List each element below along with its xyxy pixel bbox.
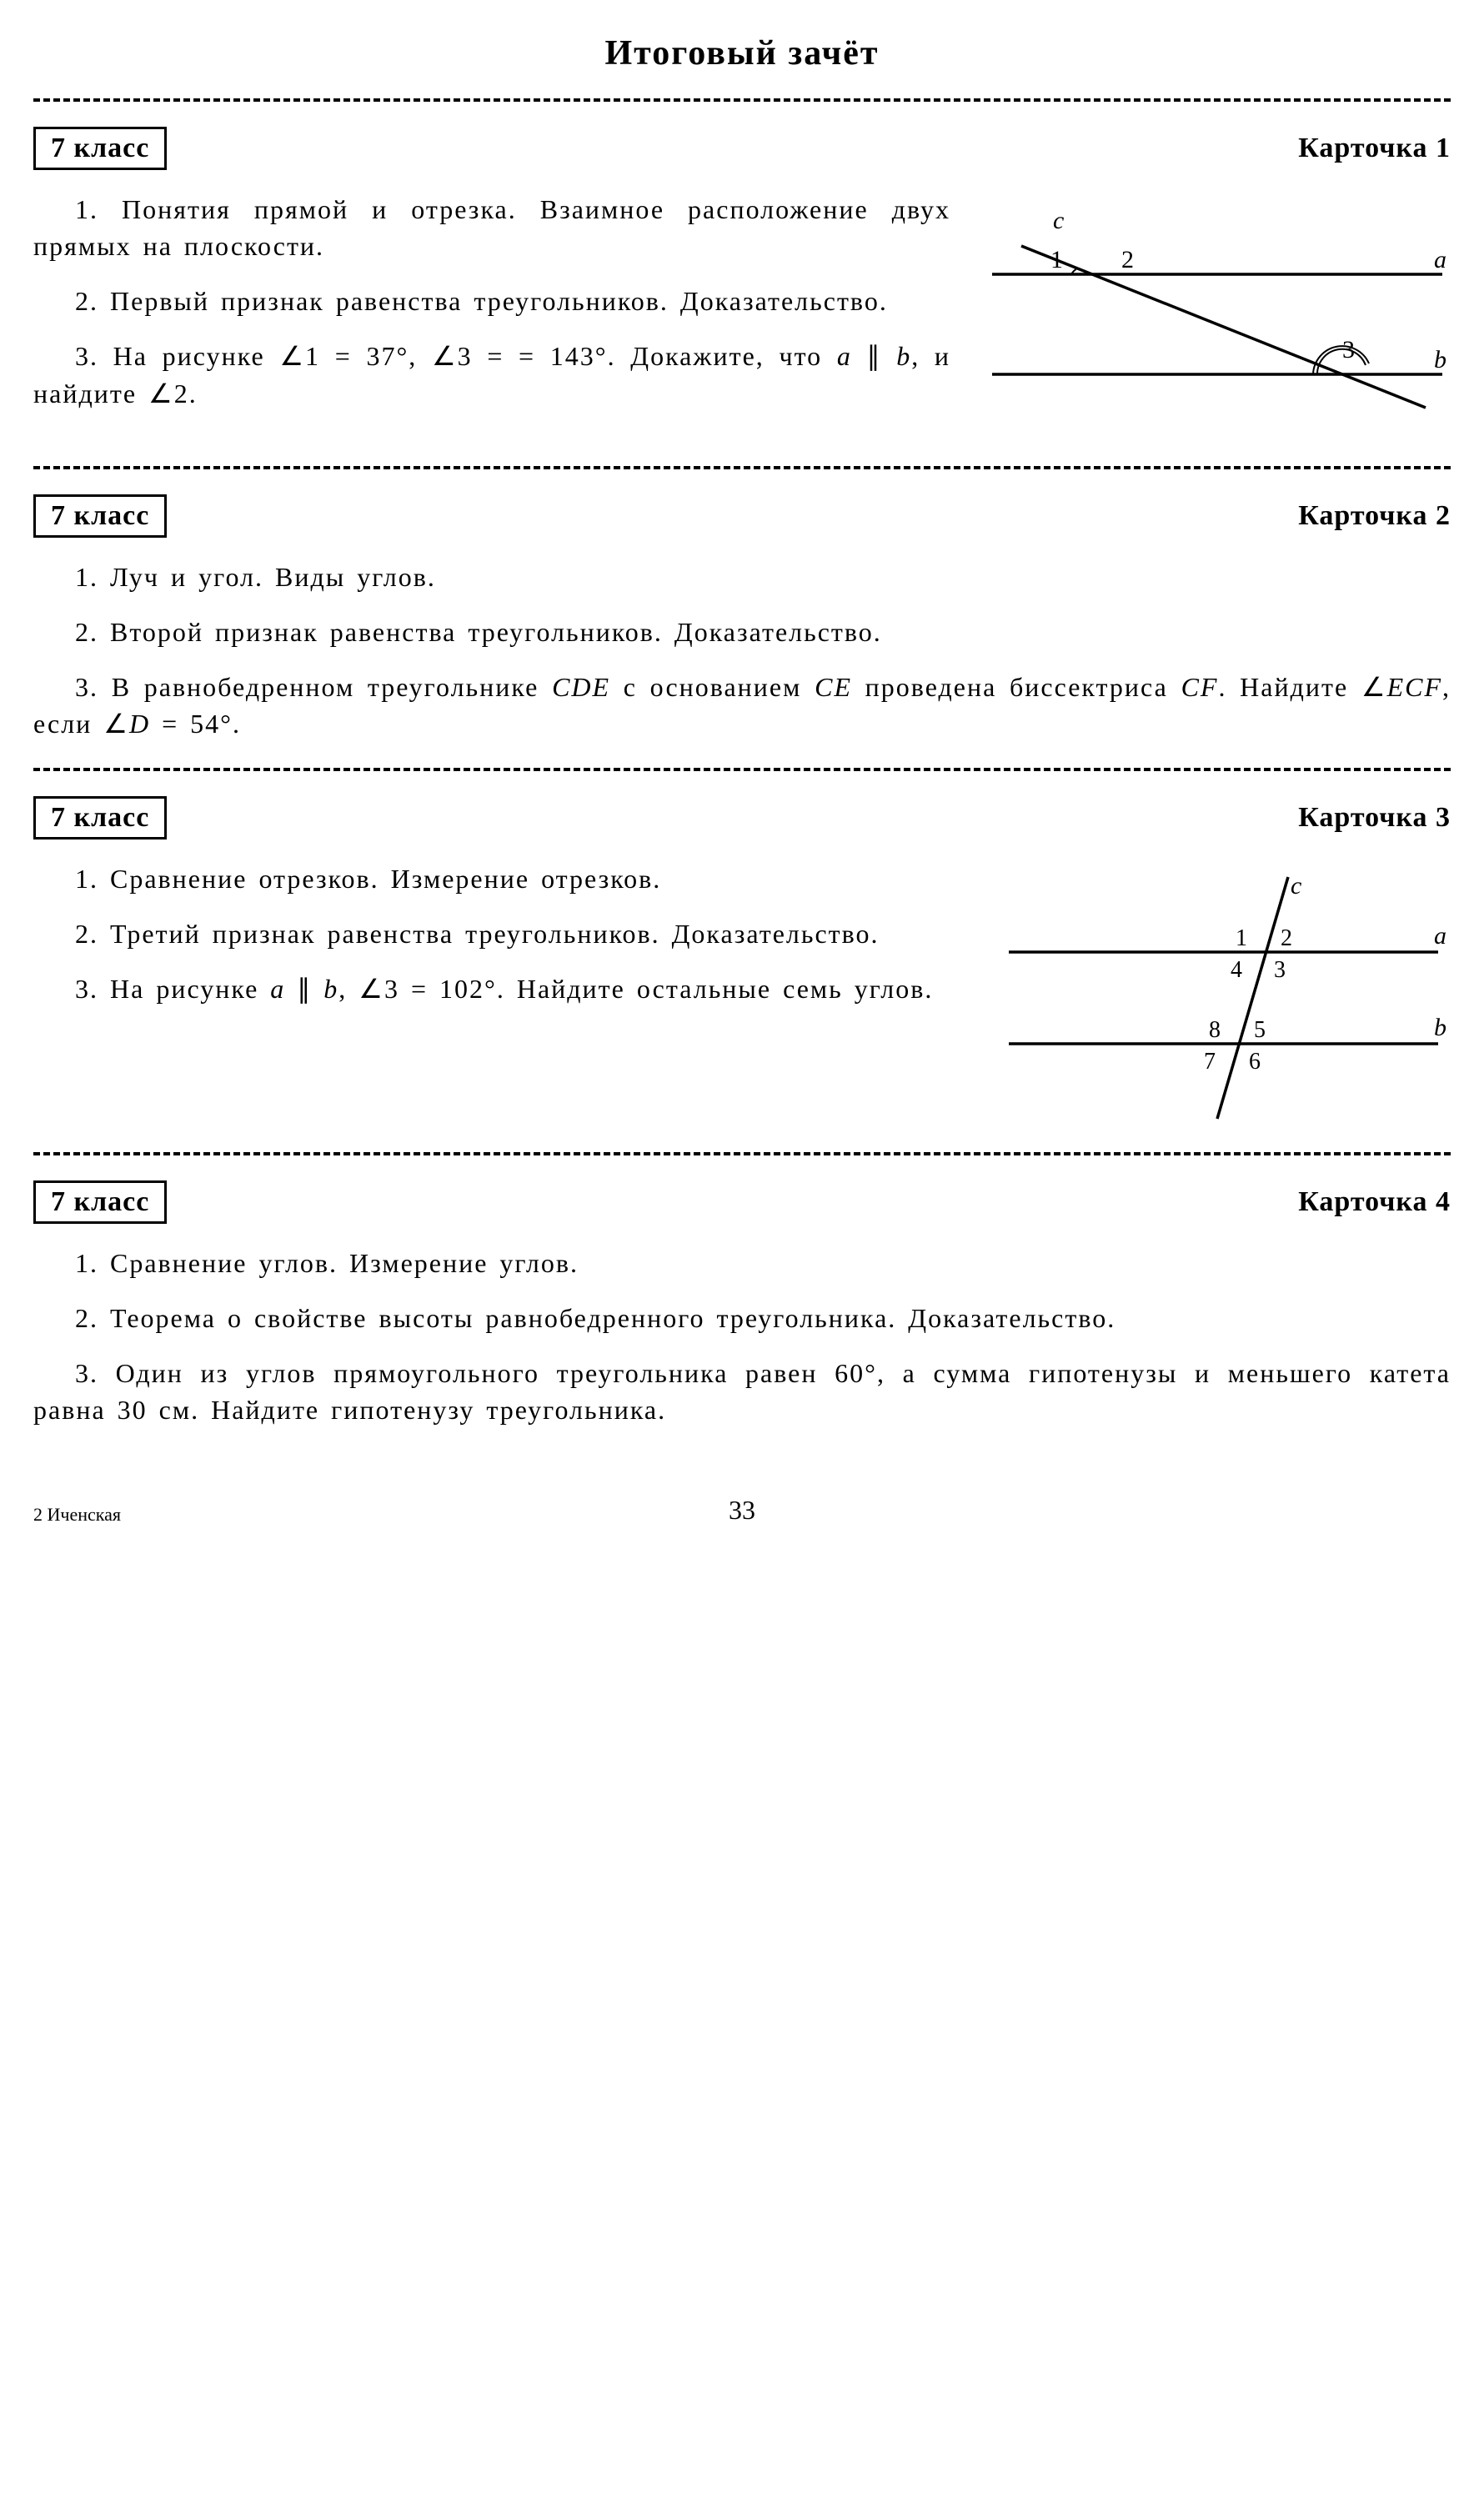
svg-text:b: b	[1434, 346, 1446, 373]
svg-text:8: 8	[1209, 1017, 1221, 1043]
card-number: Карточка 1	[1298, 133, 1451, 164]
page-title: Итоговый зачёт	[33, 33, 1451, 73]
task-item: 2. Теорема о свойстве высоты равнобедрен…	[33, 1300, 1451, 1336]
grade-badge: 7 класс	[33, 494, 167, 538]
task-item: 1. Сравнение отрезков. Измерение отрезко…	[33, 860, 950, 897]
task-item: 3. В равнобедренном треугольнике CDE с о…	[33, 669, 1451, 742]
divider	[33, 98, 1451, 102]
task-item: 2. Второй признак равенства треугольнико…	[33, 614, 1451, 650]
svg-text:7: 7	[1204, 1049, 1216, 1075]
task-item: 3. На рисунке a ∥ b, ∠3 = 102°. Найдите …	[33, 970, 950, 1007]
svg-text:a: a	[1434, 922, 1446, 950]
svg-text:2: 2	[1121, 246, 1134, 273]
card-number: Карточка 3	[1298, 802, 1451, 834]
grade-badge: 7 класс	[33, 1180, 167, 1224]
svg-text:5: 5	[1254, 1017, 1266, 1043]
grade-badge: 7 класс	[33, 796, 167, 840]
card-body: 1. Луч и угол. Виды углов. 2. Второй при…	[33, 559, 1451, 743]
card-header: 7 класс Карточка 3	[33, 796, 1451, 840]
card-header: 7 класс Карточка 2	[33, 494, 1451, 538]
card-body: 1. Сравнение отрезков. Измерение отрезко…	[33, 860, 1451, 1127]
task-item: 1. Понятия прямой и отрезка. Взаимное ра…	[33, 191, 950, 264]
svg-text:1: 1	[1236, 925, 1247, 951]
grade-badge: 7 класс	[33, 127, 167, 170]
divider	[33, 1152, 1451, 1155]
svg-text:c: c	[1291, 872, 1301, 900]
card-header: 7 класс Карточка 1	[33, 127, 1451, 170]
figure: c a b 1 2 3	[984, 191, 1451, 441]
task-item: 3. Один из углов прямоугольного треуголь…	[33, 1355, 1451, 1428]
task-item: 1. Сравнение углов. Измерение углов.	[33, 1245, 1451, 1281]
text-column: 1. Сравнение отрезков. Измерение отрезко…	[33, 860, 950, 1025]
svg-text:6: 6	[1249, 1049, 1261, 1075]
text-column: 1. Понятия прямой и отрезка. Взаимное ра…	[33, 191, 950, 430]
page-footer: 2 Иченская 33 2 Иченская	[33, 1495, 1451, 1526]
divider	[33, 466, 1451, 469]
task-item: 1. Луч и угол. Виды углов.	[33, 559, 1451, 595]
divider	[33, 768, 1451, 771]
svg-text:3: 3	[1342, 336, 1355, 363]
footer-credit: 2 Иченская	[33, 1504, 121, 1526]
figure: c a b 1 2 3 4 8 5 6 7	[984, 860, 1451, 1127]
svg-text:c: c	[1053, 207, 1064, 234]
svg-text:a: a	[1434, 246, 1446, 273]
task-item: 3. На рисунке ∠1 = 37°, ∠3 = = 143°. Док…	[33, 338, 950, 411]
card-number: Карточка 2	[1298, 500, 1451, 532]
page-number: 33	[729, 1495, 755, 1526]
svg-text:4: 4	[1231, 957, 1242, 983]
task-item: 2. Первый признак равенства треугольнико…	[33, 283, 950, 319]
card-number: Карточка 4	[1298, 1186, 1451, 1218]
card-body: 1. Понятия прямой и отрезка. Взаимное ра…	[33, 191, 1451, 441]
svg-text:2: 2	[1281, 925, 1292, 951]
card-body: 1. Сравнение углов. Измерение углов. 2. …	[33, 1245, 1451, 1429]
task-item: 2. Третий признак равенства треугольнико…	[33, 915, 950, 952]
card-header: 7 класс Карточка 4	[33, 1180, 1451, 1224]
svg-text:1: 1	[1050, 246, 1063, 273]
svg-text:b: b	[1434, 1014, 1446, 1041]
svg-text:3: 3	[1274, 957, 1286, 983]
